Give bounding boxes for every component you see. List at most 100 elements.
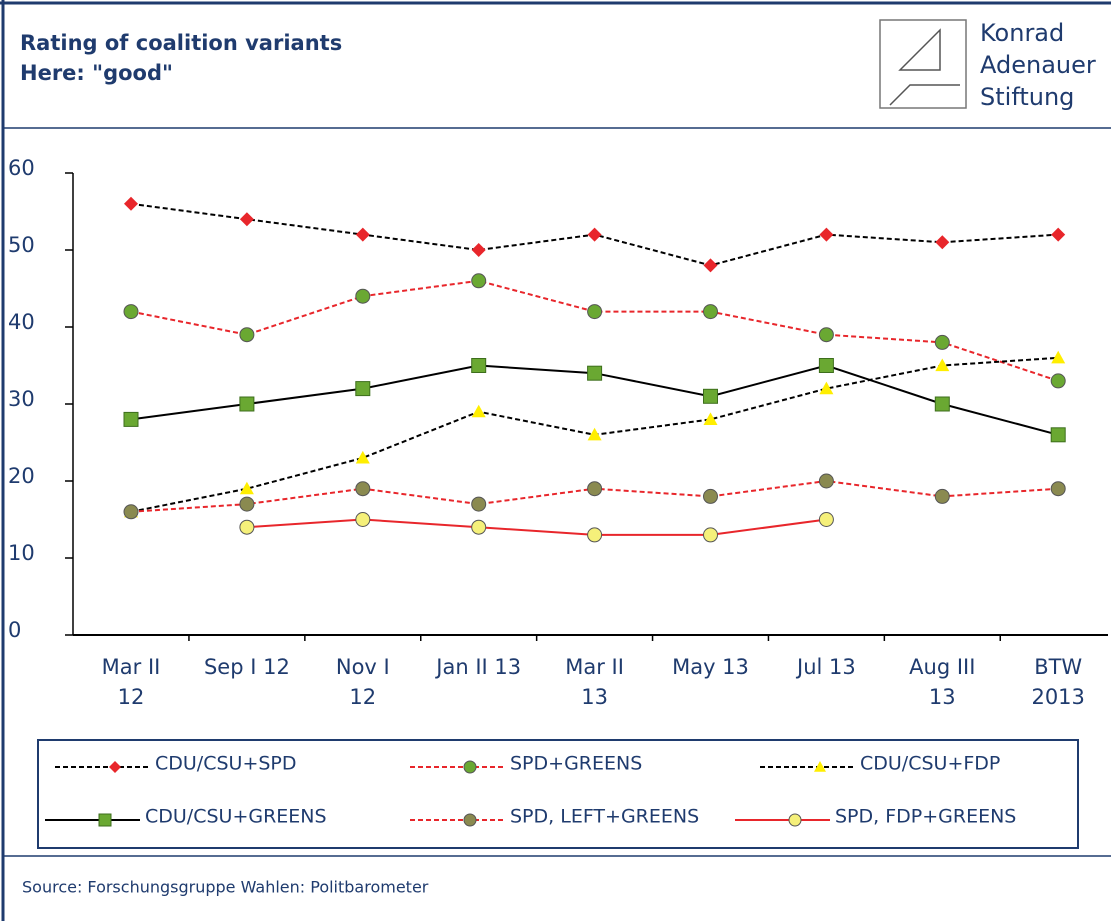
marker [471, 243, 486, 257]
marker [818, 327, 834, 343]
legend-label: SPD+GREENS [510, 753, 642, 775]
marker [934, 334, 950, 350]
marker [934, 396, 950, 412]
marker [239, 496, 255, 512]
marker [1050, 373, 1066, 389]
marker [355, 381, 371, 397]
marker [587, 304, 603, 320]
x-tick-label: Jul 13 [797, 655, 856, 679]
marker [355, 481, 371, 497]
series [124, 196, 1066, 273]
legend-item: SPD, LEFT+GREENS [410, 806, 699, 828]
legend-label: CDU/CSU+GREENS [145, 806, 327, 828]
series-line [130, 279, 1059, 382]
marker [239, 212, 254, 227]
marker [1050, 427, 1066, 443]
marker [1050, 481, 1066, 497]
marker [1051, 350, 1066, 364]
marker [703, 304, 718, 320]
x-tick-label: BTW 2013 [1031, 655, 1085, 709]
marker [463, 813, 477, 827]
marker [123, 504, 139, 520]
marker [471, 358, 487, 373]
logo-mark [889, 28, 960, 106]
legend-box [37, 739, 1079, 849]
legend-item: CDU/CSU+GREENS [45, 806, 327, 828]
y-tick-label: 30 [8, 387, 35, 411]
marker [124, 196, 138, 211]
marker [818, 358, 834, 373]
series [123, 358, 1066, 443]
legend-label: SPD, LEFT+GREENS [510, 806, 699, 828]
marker [818, 512, 834, 527]
marker [471, 273, 487, 289]
marker [819, 381, 834, 395]
marker [587, 365, 603, 381]
legend-label: CDU/CSU+SPD [155, 753, 297, 775]
marker [703, 488, 718, 504]
legend-item: SPD+GREENS [410, 753, 642, 775]
marker [703, 258, 718, 273]
marker [471, 519, 487, 535]
x-tick-label: Jan II 13 [436, 655, 522, 679]
marker [587, 527, 603, 543]
marker [819, 227, 834, 242]
chart-subtitle: Here: "good" [20, 61, 173, 85]
y-tick-label: 60 [8, 156, 35, 180]
marker [109, 761, 121, 773]
legend-label: SPD, FDP+GREENS [835, 806, 1016, 828]
marker [587, 227, 602, 242]
marker [934, 488, 950, 504]
marker [587, 427, 602, 441]
logo-text: Stiftung [980, 83, 1074, 111]
marker [355, 450, 370, 464]
x-tick-label: Aug III 13 [909, 655, 976, 709]
marker [1051, 227, 1066, 242]
x-tick-label: Nov I 12 [335, 655, 390, 709]
marker [239, 396, 255, 412]
marker [123, 304, 139, 320]
series [239, 512, 834, 543]
marker [471, 496, 487, 512]
y-tick-label: 0 [8, 618, 21, 642]
marker [355, 288, 371, 304]
marker [587, 481, 603, 497]
logo: Konrad Adenauer Stiftung [879, 19, 1096, 111]
marker [935, 235, 950, 250]
source: Source: Forschungsgruppe Wahlen: Politba… [22, 878, 429, 897]
y-tick-label: 10 [8, 541, 35, 565]
marker [703, 388, 718, 404]
marker [703, 412, 718, 425]
series [123, 273, 1066, 389]
marker [123, 411, 139, 427]
series-line [246, 518, 827, 536]
logo-text: Adenauer [980, 51, 1096, 79]
marker [239, 327, 255, 343]
marker [935, 358, 950, 372]
x-tick-label: May 13 [672, 655, 749, 679]
x-tick-label: Mar II 13 [565, 655, 624, 709]
x-tick-label: Mar II 12 [101, 655, 161, 709]
legend-item: SPD, FDP+GREENS [735, 806, 1016, 828]
x-tick-label: Sep I 12 [203, 655, 290, 679]
chart-title: Rating of coalition variants [20, 31, 342, 55]
marker [355, 512, 371, 527]
series [123, 473, 1066, 520]
marker [239, 481, 254, 495]
legend-label: CDU/CSU+FDP [860, 753, 1000, 775]
legend-item: CDU/CSU+FDP [760, 753, 1000, 775]
marker [239, 519, 255, 535]
marker [471, 404, 486, 418]
marker [814, 761, 826, 772]
logo-box [879, 19, 967, 109]
logo-text: Konrad [980, 19, 1064, 47]
y-tick-label: 50 [8, 233, 35, 257]
y-tick-label: 40 [8, 310, 35, 334]
marker [355, 227, 370, 242]
y-tick-label: 20 [8, 464, 35, 488]
marker [703, 527, 718, 543]
marker [818, 473, 834, 489]
legend-item: CDU/CSU+SPD [55, 753, 297, 775]
